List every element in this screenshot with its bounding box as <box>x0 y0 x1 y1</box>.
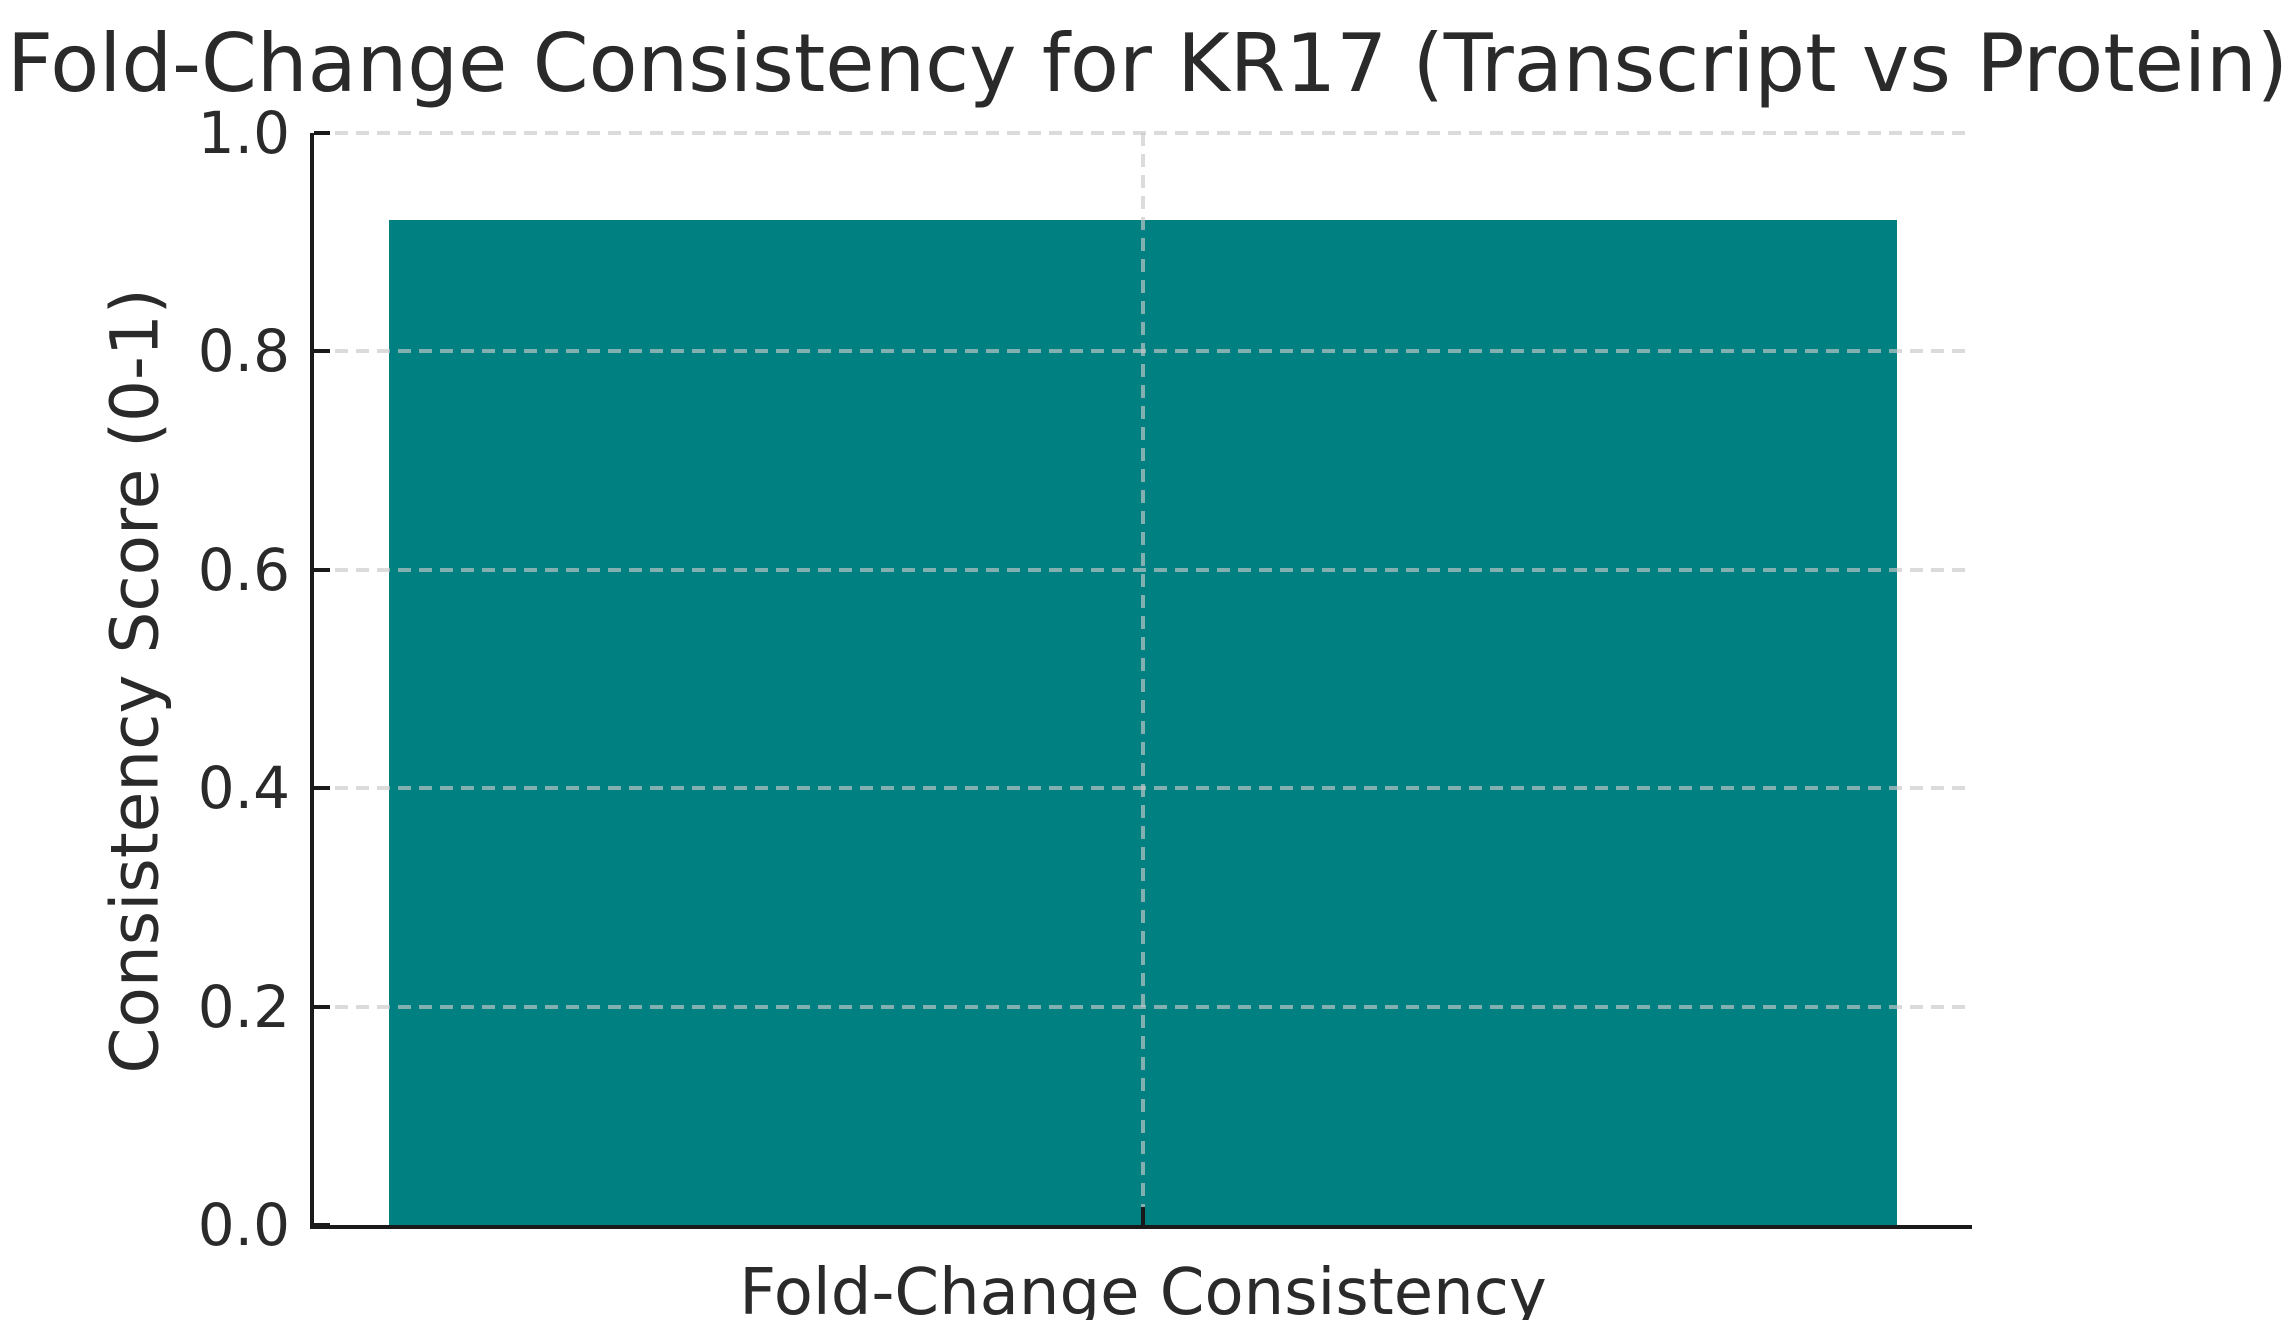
x-gridline <box>1141 133 1145 1225</box>
y-tick-label: 0.0 <box>197 1191 290 1259</box>
y-tick-label: 0.6 <box>197 535 290 604</box>
y-tick <box>314 349 330 354</box>
y-tick <box>314 567 330 572</box>
x-tick-label: Fold-Change Consistency <box>739 1256 1547 1320</box>
y-tick <box>314 1004 330 1009</box>
plot-area: Fold-Change Consistency 0.0 0.2 0.4 0.6 0.8 1… <box>198 104 1972 1320</box>
y-tick-label: 0.2 <box>197 972 290 1041</box>
y-axis-label: Consistency Score (0-1) <box>96 288 174 1074</box>
y-tick-label: 0.8 <box>197 317 290 386</box>
y-tick-label: 1.0 <box>197 99 290 167</box>
y-tick <box>314 1223 330 1227</box>
x-tick <box>1141 1207 1145 1225</box>
y-tick <box>314 786 330 791</box>
y-tick <box>314 131 330 135</box>
y-tick-label: 0.4 <box>197 754 290 823</box>
chart-title: Fold-Change Consistency for KR17 (Transc… <box>7 17 2288 110</box>
